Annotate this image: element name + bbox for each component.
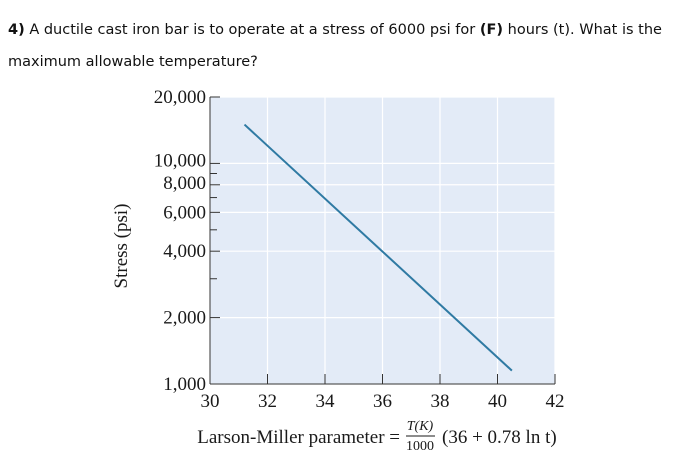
series-line [243,123,513,372]
y-tick-label: 1,000 [163,374,206,395]
y-tick-label: 4,000 [163,241,206,262]
question-part-1: A ductile cast iron bar is to operate at… [24,22,480,38]
x-tick-label: 40 [488,391,507,412]
y-tick-label: 10,000 [154,150,206,171]
x-axis-label-suffix: (36 + 0.78 ln t) [442,427,557,448]
x-tick-label: 32 [258,391,277,412]
question-variable-f: (F) [479,22,504,38]
question-part-2: hours (t). What is the maximum allowable… [8,22,662,70]
question-text: 4) A ductile cast iron bar is to operate… [8,14,693,78]
x-tick-label: 30 [201,391,220,412]
x-tick-label: 38 [431,391,450,412]
y-axis-label: Stress (psi) [111,204,132,289]
x-axis-label-numerator: T(K) [407,419,434,434]
x-tick-label: 42 [546,391,565,412]
x-tick-label: 36 [373,391,392,412]
y-tick-label: 8,000 [163,173,206,194]
y-tick-label: 20,000 [154,87,206,108]
y-tick-label: 6,000 [163,202,206,223]
x-axis-label-prefix: Larson-Miller parameter = [197,427,400,448]
question-number: 4) [8,22,25,38]
y-tick-label: 2,000 [163,308,206,329]
x-tick-label: 34 [316,391,336,412]
x-axis-label-denominator: 1000 [406,439,434,454]
